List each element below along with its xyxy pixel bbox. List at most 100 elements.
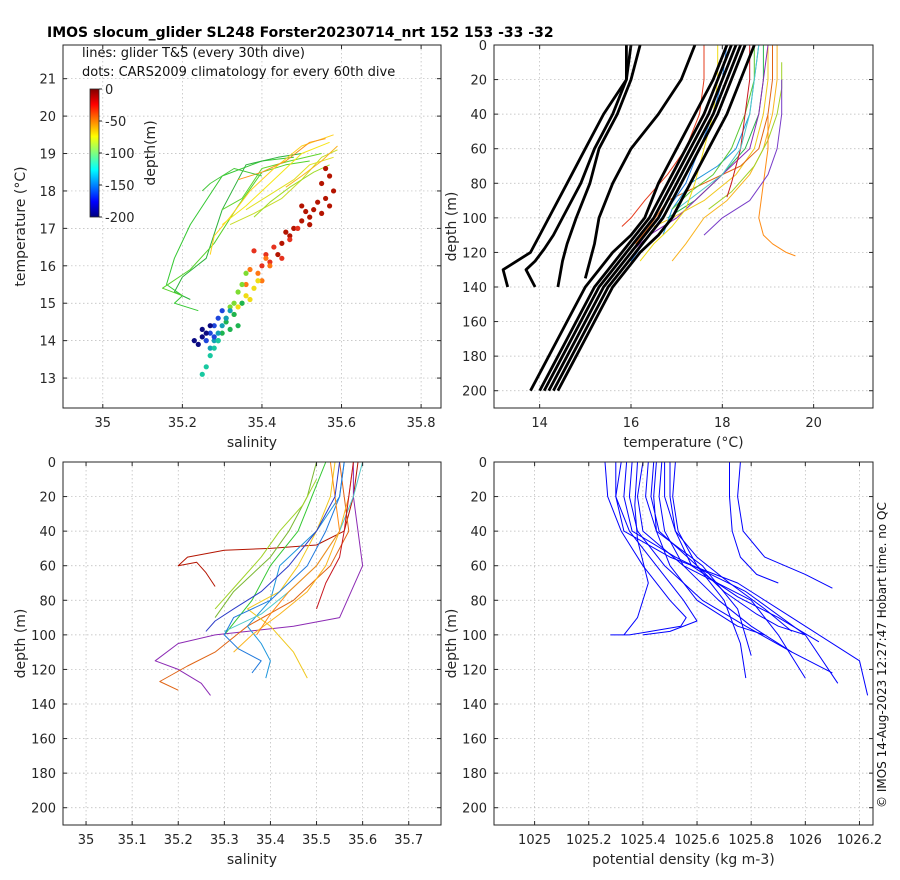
climatology-dot — [231, 311, 237, 318]
glider-profile-line — [221, 141, 330, 225]
y-tick-label: 13 — [39, 372, 56, 387]
climatology-dot — [231, 300, 237, 306]
x-tick-label: 1026.2 — [837, 833, 883, 848]
climatology-dot — [207, 345, 213, 351]
climatology-dot — [259, 263, 265, 269]
y-tick-label: 0 — [479, 456, 487, 471]
climatology-profile — [501, 45, 628, 288]
climatology-dot — [311, 207, 317, 213]
climatology-dot — [227, 308, 233, 314]
x-tick-label: 1025.8 — [728, 833, 774, 848]
climatology-profile — [529, 45, 729, 392]
x-tick-label: 35.2 — [168, 416, 197, 431]
plot-frame — [62, 461, 442, 826]
x-tick-label: 35.2 — [164, 833, 193, 848]
x-tick-label: 35.6 — [348, 833, 377, 848]
plot-frame — [62, 44, 442, 409]
y-tick-label: 60 — [39, 560, 56, 575]
climatology-dot — [227, 326, 233, 333]
climatology-dot — [307, 214, 313, 220]
glider-profile-line — [729, 462, 779, 584]
ticks — [494, 461, 873, 825]
x-tick-label: 35.3 — [210, 833, 239, 848]
y-tick-label: 120 — [462, 246, 487, 261]
glider-profile-line — [214, 462, 317, 618]
grid — [63, 45, 441, 408]
climatology-dot — [287, 233, 293, 239]
climatology-dot — [323, 195, 329, 202]
colorbar-tick-label: -100 — [105, 147, 135, 162]
x-tick-label: 20 — [805, 416, 822, 431]
glider-profile-line — [615, 462, 869, 696]
climatology-dot — [203, 364, 209, 370]
glider-profile-line — [253, 164, 330, 218]
x-tick-label: 35.6 — [327, 416, 356, 431]
climatology-dot — [235, 323, 241, 329]
x-tick-label: 35.7 — [394, 833, 423, 848]
glider-profile-line — [233, 462, 354, 653]
credit-text: © IMOS 14-Aug-2023 12:27:47 Hobart time.… — [875, 502, 889, 808]
climatology-dot — [275, 251, 281, 258]
climatology-profile — [556, 45, 642, 288]
y-tick-label: 180 — [31, 767, 56, 782]
figure-title: IMOS slocum_glider SL248 Forster20230714… — [47, 25, 554, 41]
glider-profile-line — [672, 462, 806, 636]
glider-profile-line — [201, 168, 263, 192]
plot-area — [63, 462, 441, 825]
climatology-dot — [255, 270, 261, 276]
y-tick-label: 80 — [39, 594, 56, 609]
salinity-profile-panel: 35 35.1 35.2 35.3 35.4 35.5 35.6 35.7 0 20 40 60 80 1… — [13, 456, 442, 868]
glider-profile-line — [758, 114, 796, 257]
glider-profile-line — [669, 462, 820, 643]
climatology-dot — [326, 203, 333, 209]
y-tick-label: 100 — [462, 629, 487, 644]
climatology-dot — [207, 323, 213, 329]
y-tick-label: 180 — [462, 767, 487, 782]
climatology-dot — [235, 289, 241, 295]
x-tick-label: 1025.6 — [674, 833, 720, 848]
climatology-dot — [326, 173, 333, 179]
y-tick-label: 17 — [39, 222, 56, 237]
climatology-dot — [259, 278, 265, 284]
climatology-profile — [524, 45, 633, 288]
y-tick-label: 40 — [470, 525, 487, 540]
y-tick-label: 160 — [462, 733, 487, 748]
x-tick-label: 1025.2 — [566, 833, 612, 848]
x-axis-label: temperature (°C) — [623, 435, 743, 451]
colorbar-tick-label: -200 — [105, 211, 135, 226]
glider-profile-line — [621, 45, 705, 227]
y-tick-label: 20 — [39, 110, 56, 125]
data-layer — [162, 134, 338, 377]
data-layer — [604, 462, 869, 696]
glider-profile-line — [671, 45, 778, 262]
glider-profile-line — [664, 462, 793, 632]
climatology-profile — [552, 45, 747, 392]
climatology-dot — [199, 371, 205, 377]
x-tick-label: 35.1 — [118, 833, 147, 848]
y-tick-label: 0 — [48, 456, 56, 471]
climatology-dot — [299, 218, 305, 224]
y-axis-label: depth (m) — [444, 609, 460, 679]
glider-profile-line — [205, 462, 341, 632]
colorbar-tick-label: 0 — [105, 83, 113, 98]
glider-profile-line — [221, 153, 322, 211]
data-layer — [501, 45, 796, 392]
climatology-dot — [271, 244, 277, 250]
y-tick-label: 18 — [39, 185, 56, 200]
x-axis-label: salinity — [227, 852, 277, 868]
y-tick-label: 200 — [462, 385, 487, 400]
climatology-dot — [279, 255, 285, 261]
x-tick-label: 35 — [95, 416, 112, 431]
climatology-dot — [283, 229, 289, 235]
climatology-dot — [207, 330, 213, 336]
legend-lines-note: lines: glider T&S (every 30th dive) — [82, 46, 305, 61]
y-tick-label: 15 — [39, 297, 56, 312]
plot-frame — [493, 44, 874, 409]
climatology-dot — [303, 208, 309, 215]
climatology-dot — [267, 263, 273, 269]
y-tick-label: 19 — [39, 148, 56, 163]
y-tick-label: 180 — [462, 350, 487, 365]
climatology-dot — [255, 278, 261, 284]
y-tick-label: 20 — [470, 74, 487, 89]
